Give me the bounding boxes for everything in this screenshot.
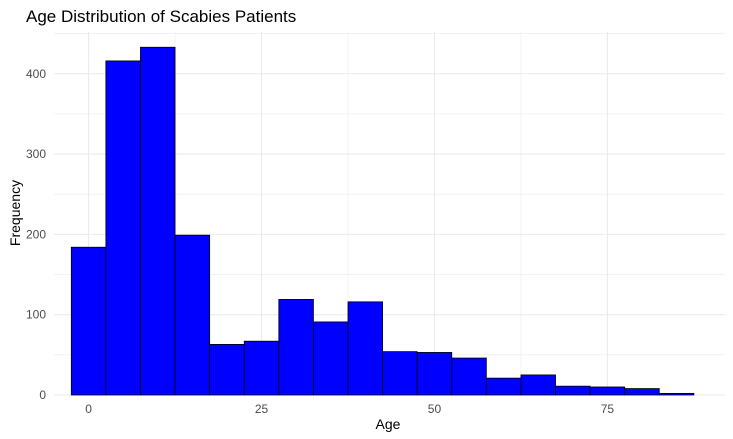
histogram-bar-9 [382,351,418,396]
histogram-bar-0 [70,246,107,396]
histogram-bar-15 [589,386,626,396]
y-tick-label: 200 [26,227,46,241]
histogram-bar-6 [278,299,314,396]
histogram-bar-17 [658,392,695,396]
histogram-bar-16 [624,388,660,396]
x-tick-label: 75 [601,402,615,416]
x-axis-title: Age [376,416,401,432]
histogram-bar-8 [347,301,383,396]
y-axis-title: Frequency [7,180,23,246]
chart-title: Age Distribution of Scabies Patients [26,7,296,26]
histogram-bar-4 [209,344,245,396]
y-tick-label: 0 [39,388,46,402]
histogram-bar-1 [105,60,141,396]
histogram-bar-5 [243,340,280,396]
x-tick-label: 0 [85,402,92,416]
histogram-bar-11 [451,357,487,396]
histogram-bars [70,46,695,396]
x-tick-label: 25 [255,402,269,416]
histogram-bar-7 [313,321,349,396]
y-tick-label: 400 [26,67,46,81]
axis-tick-labels: 0 25 50 75 0 100 200 300 400 [26,67,614,416]
histogram-bar-10 [416,352,453,396]
histogram-bar-12 [485,377,522,396]
histogram-bar-13 [520,374,556,396]
histogram-bar-2 [140,46,176,396]
histogram-bar-3 [174,234,211,396]
y-tick-label: 100 [26,308,46,322]
histogram-bar-14 [555,385,591,396]
y-tick-label: 300 [26,147,46,161]
x-tick-label: 50 [428,402,442,416]
